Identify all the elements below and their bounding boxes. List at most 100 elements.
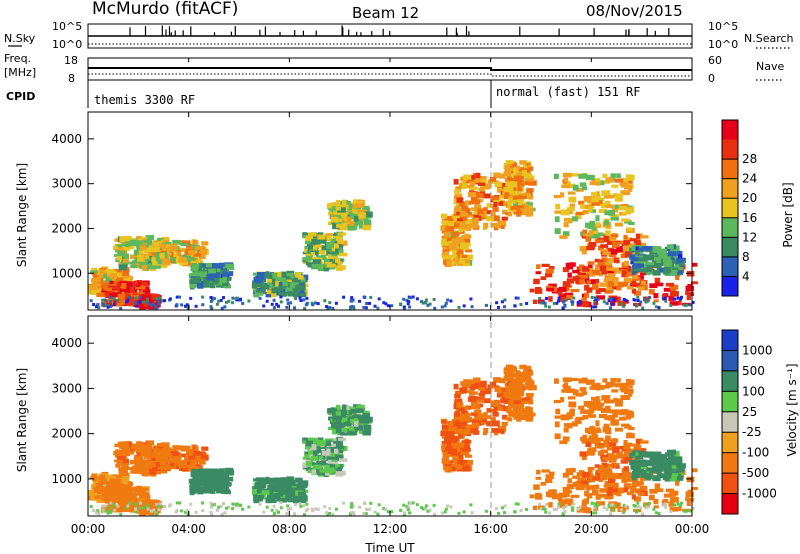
velocity-cell: [590, 501, 594, 505]
power-cell: [142, 300, 145, 304]
velocity-cell: [648, 501, 652, 505]
velocity-cell: [606, 491, 613, 496]
power-cell: [92, 272, 97, 276]
velocity-cell: [158, 448, 167, 454]
power-cell: [646, 261, 655, 266]
velocity-cell: [513, 415, 522, 420]
power-cell: [281, 277, 287, 282]
velocity-cell: [326, 447, 335, 453]
power-cell: [652, 270, 661, 276]
velocity-cell: [609, 512, 613, 516]
velocity-cell: [444, 423, 451, 427]
velocity-cell: [458, 464, 464, 470]
velocity-cell: [316, 461, 323, 466]
velocity-cell: [141, 487, 149, 492]
velocity-cell: [224, 477, 229, 484]
power-cell: [455, 214, 465, 221]
power-cell: [672, 255, 679, 261]
power-cell: [119, 288, 126, 292]
power-cell: [510, 206, 519, 210]
power-cell: [119, 299, 126, 305]
power-cell: [235, 296, 239, 300]
power-cell: [113, 281, 119, 286]
power-cell: [89, 299, 93, 303]
velocity-cell: [637, 455, 644, 460]
power-cell: [642, 254, 647, 259]
power-cell: [603, 195, 611, 199]
velocity-cell: [633, 468, 642, 474]
power-cell: [448, 221, 457, 227]
power-cell: [522, 204, 530, 210]
velocity-cell: [639, 448, 647, 453]
velocity-cell: [640, 474, 649, 478]
power-cell: [609, 236, 617, 242]
power-cell: [208, 268, 216, 274]
power-cell: [149, 303, 153, 307]
velocity-cell: [441, 445, 446, 451]
power-cell: [354, 216, 359, 222]
power-cell: [194, 246, 203, 250]
power-cell: [559, 235, 568, 239]
velocity-cell: [333, 416, 342, 420]
power-cell: [319, 263, 327, 268]
power-cell: [334, 301, 338, 305]
velocity-cell: [257, 477, 266, 484]
velocity-cell: [521, 397, 530, 401]
power-cell: [453, 215, 460, 222]
power-cell: [604, 267, 612, 271]
velocity-cell: [498, 406, 504, 411]
power-cell: [527, 180, 537, 186]
velocity-cell: [678, 459, 683, 464]
power-cell: [236, 298, 240, 302]
power-cell: [91, 278, 100, 283]
power-cell: [94, 289, 103, 294]
velocity-cell: [129, 505, 138, 512]
velocity-cell: [445, 430, 455, 437]
power-cell: [355, 220, 364, 226]
power-cell: [676, 296, 680, 300]
velocity-cell: [319, 469, 327, 473]
velocity-cell: [442, 460, 451, 465]
velocity-cell: [205, 476, 214, 482]
velocity-cell: [125, 448, 135, 455]
velocity-cell: [600, 449, 609, 454]
velocity-cell: [581, 502, 587, 507]
power-cell: [469, 297, 473, 301]
power-cell: [524, 181, 530, 185]
power-cell: [636, 299, 640, 302]
power-cell: [462, 304, 466, 308]
velocity-cell: [411, 501, 415, 505]
power-cell: [358, 299, 362, 303]
power-cell: [362, 225, 371, 231]
power-cell: [151, 257, 156, 262]
power-cell: [456, 211, 461, 215]
power-cell: [667, 251, 677, 257]
power-cell: [352, 204, 360, 209]
power-cell: [255, 281, 264, 288]
power-cell: [596, 295, 605, 300]
power-cell: [267, 278, 274, 285]
velocity-cell: [305, 467, 314, 471]
power-cell: [449, 237, 456, 241]
velocity-cell: [507, 417, 513, 422]
power-cell: [673, 297, 677, 301]
velocity-cell: [483, 388, 491, 395]
power-cell: [648, 296, 652, 299]
velocity-cell: [590, 439, 600, 444]
power-cell: [574, 213, 582, 219]
power-cell: [610, 234, 619, 238]
power-cell: [470, 207, 476, 211]
velocity-cell: [555, 507, 559, 511]
velocity-cell: [239, 503, 242, 507]
power-cell: [610, 249, 618, 255]
power-cell: [224, 284, 231, 289]
velocity-cell: [224, 476, 234, 482]
velocity-cell: [470, 401, 478, 408]
velocity-cell: [335, 425, 345, 430]
power-cell: [275, 302, 279, 306]
velocity-cell: [444, 507, 448, 511]
power-cell: [278, 285, 284, 291]
velocity-cell: [114, 443, 120, 448]
power-cell: [130, 239, 139, 245]
velocity-cell: [452, 463, 460, 468]
